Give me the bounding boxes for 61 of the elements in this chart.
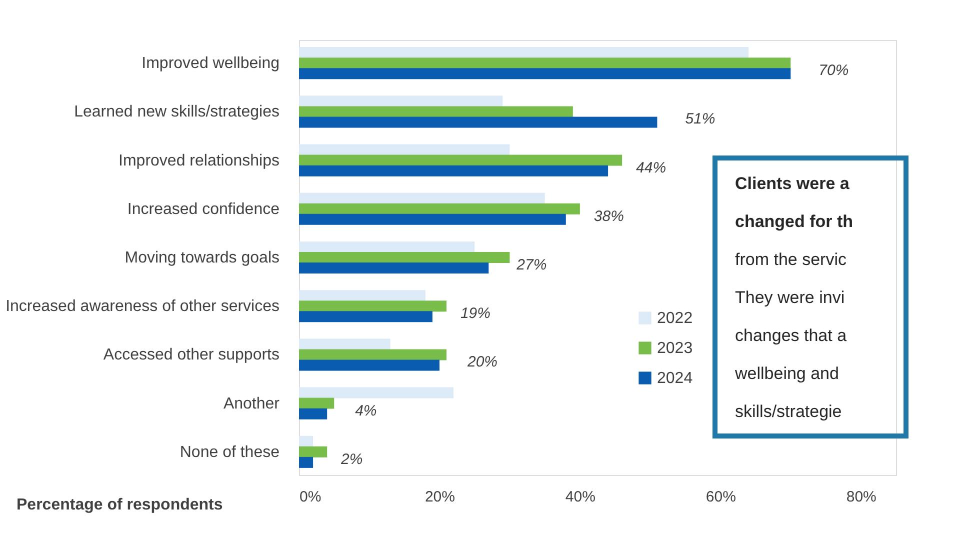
x-tick-label: 20%	[424, 488, 455, 506]
bar	[299, 203, 580, 214]
bar	[299, 252, 510, 263]
bar	[299, 262, 489, 274]
y-tick-label: Increased awareness of other services	[6, 298, 280, 316]
bar	[299, 144, 510, 156]
bar	[299, 116, 658, 128]
data-label: 2%	[340, 450, 363, 468]
bar	[299, 349, 446, 360]
x-tick-label: 40%	[565, 488, 596, 506]
bar	[299, 387, 454, 398]
data-label: 70%	[818, 62, 849, 80]
bar	[299, 408, 328, 420]
y-tick-label: Improved wellbeing	[142, 55, 280, 72]
y-tick-label: Another	[223, 395, 280, 412]
y-tick-label: Accessed other supports	[103, 346, 280, 364]
bar	[299, 192, 545, 204]
annotation: Clients were a	[735, 174, 850, 193]
annotation: wellbeing and	[734, 364, 839, 383]
x-tick-label: 60%	[706, 488, 736, 506]
bar	[299, 446, 328, 458]
bar	[299, 311, 432, 322]
data-label: 44%	[636, 159, 666, 176]
bar	[299, 398, 334, 409]
annotation: from the servic	[735, 250, 847, 269]
bar	[299, 436, 314, 447]
bar	[299, 154, 622, 166]
data-label: 51%	[685, 110, 716, 128]
bar	[299, 241, 475, 252]
annotation: skills/strategie	[735, 402, 842, 421]
y-tick-label: Moving towards goals	[124, 250, 280, 266]
bar	[299, 47, 749, 58]
bar	[299, 214, 566, 225]
bar	[299, 96, 503, 107]
data-label: 38%	[594, 208, 624, 225]
x-axis-title: Percentage of respondents	[16, 496, 223, 514]
bar	[299, 456, 314, 468]
y-tick-label: Increased confidence	[127, 200, 280, 218]
y-tick-label: Learned new skills/strategies	[74, 104, 280, 121]
data-label: 27%	[516, 256, 547, 274]
bar	[299, 68, 791, 80]
bar	[299, 290, 426, 302]
x-tick-label: 0%	[300, 488, 322, 506]
bar	[299, 360, 440, 371]
bar	[299, 106, 573, 118]
annotation: changes that a	[735, 326, 848, 345]
bar	[299, 58, 791, 69]
annotation: changed for th	[735, 212, 854, 231]
y-tick-label: Improved relationships	[118, 152, 280, 170]
data-label: 20%	[466, 354, 498, 371]
data-label: 4%	[355, 402, 377, 420]
bar	[299, 165, 608, 176]
legend-label: 2022	[657, 310, 693, 327]
bar	[299, 300, 446, 312]
legend-label: 2023	[657, 340, 693, 357]
data-label: 19%	[460, 305, 490, 322]
x-tick-label: 80%	[846, 488, 876, 506]
legend-label: 2024	[657, 370, 693, 387]
y-tick-label: None of these	[180, 444, 280, 461]
annotation: They were invi	[735, 288, 845, 307]
bar	[299, 338, 390, 350]
